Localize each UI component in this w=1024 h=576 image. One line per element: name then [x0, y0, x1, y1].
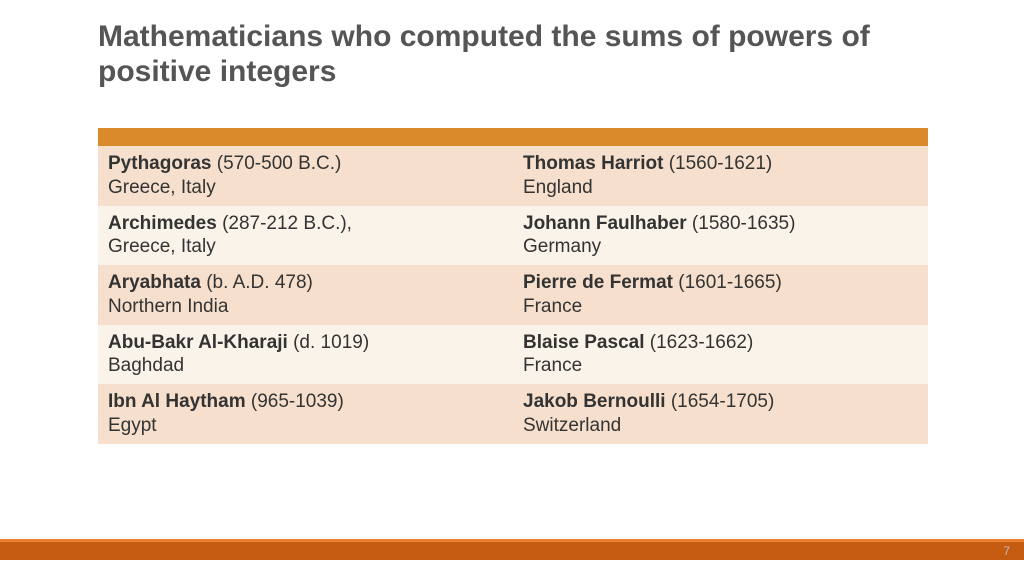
mathematician-dates: (1623-1662)	[650, 332, 754, 353]
table-cell: Johann Faulhaber (1580-1635) Germany	[513, 206, 928, 266]
mathematician-name: Abu-Bakr Al-Kharaji	[108, 332, 288, 353]
slide-title: Mathematicians who computed the sums of …	[98, 20, 928, 89]
mathematician-location: Baghdad	[108, 355, 184, 376]
mathematician-name: Blaise Pascal	[523, 332, 644, 353]
mathematician-name: Aryabhata	[108, 272, 201, 293]
table-cell: Thomas Harriot (1560-1621) England	[513, 146, 928, 206]
mathematician-dates: (570-500 B.C.)	[217, 153, 342, 174]
mathematician-dates: (d. 1019)	[293, 332, 369, 353]
table-header-cell-right	[513, 128, 928, 146]
mathematician-dates: (1654-1705)	[671, 391, 775, 412]
mathematician-location: France	[523, 355, 582, 376]
mathematicians-table: Pythagoras (570-500 B.C.)Greece, ItalyTh…	[98, 128, 928, 444]
mathematician-location: England	[523, 177, 593, 198]
table-cell: Pierre de Fermat (1601-1665) France	[513, 265, 928, 325]
mathematician-location: Egypt	[108, 415, 157, 436]
mathematician-dates: (1580-1635)	[692, 213, 796, 234]
table-cell: Blaise Pascal (1623-1662) France	[513, 325, 928, 385]
table-cell: Archimedes (287-212 B.C.), Greece, Italy	[98, 206, 513, 266]
mathematician-location: Greece, Italy	[108, 177, 216, 198]
table-cell: Ibn Al Haytham (965-1039) Egypt	[98, 384, 513, 444]
mathematician-name: Ibn Al Haytham	[108, 391, 246, 412]
mathematician-location: Germany	[523, 236, 601, 257]
table-row: Pythagoras (570-500 B.C.)Greece, ItalyTh…	[98, 146, 928, 206]
table-row: Aryabhata (b. A.D. 478) Northern India Pie…	[98, 265, 928, 325]
table-cell: Abu-Bakr Al-Kharaji (d. 1019) Baghdad	[98, 325, 513, 385]
mathematician-location: Northern India	[108, 296, 228, 317]
mathematician-location: Switzerland	[523, 415, 621, 436]
table-cell: Jakob Bernoulli (1654-1705) Switzerland	[513, 384, 928, 444]
mathematician-name: Archimedes	[108, 213, 217, 234]
table-header-cell-left	[98, 128, 513, 146]
mathematician-name: Jakob Bernoulli	[523, 391, 666, 412]
slide: Mathematicians who computed the sums of …	[0, 0, 1024, 576]
table-row: Abu-Bakr Al-Kharaji (d. 1019) Baghdad Blai…	[98, 325, 928, 385]
footer-bar	[0, 542, 1024, 560]
table-row: Archimedes (287-212 B.C.), Greece, Italy J…	[98, 206, 928, 266]
mathematician-dates: (1601-1665)	[678, 272, 782, 293]
mathematician-name: Pythagoras	[108, 153, 211, 174]
mathematician-dates: (287-212 B.C.),	[222, 213, 352, 234]
table-cell: Pythagoras (570-500 B.C.)Greece, Italy	[98, 146, 513, 206]
table-row: Ibn Al Haytham (965-1039) Egypt Jakob Bern…	[98, 384, 928, 444]
table-cell: Aryabhata (b. A.D. 478) Northern India	[98, 265, 513, 325]
mathematician-dates: (965-1039)	[251, 391, 344, 412]
page-number: 7	[1003, 544, 1010, 558]
mathematician-name: Thomas Harriot	[523, 153, 663, 174]
mathematician-dates: (1560-1621)	[669, 153, 773, 174]
mathematician-name: Pierre de Fermat	[523, 272, 673, 293]
table-header-row	[98, 128, 928, 146]
mathematician-dates: (b. A.D. 478)	[206, 272, 313, 293]
mathematician-location: France	[523, 296, 582, 317]
mathematician-name: Johann Faulhaber	[523, 213, 687, 234]
mathematician-location: Greece, Italy	[108, 236, 216, 257]
